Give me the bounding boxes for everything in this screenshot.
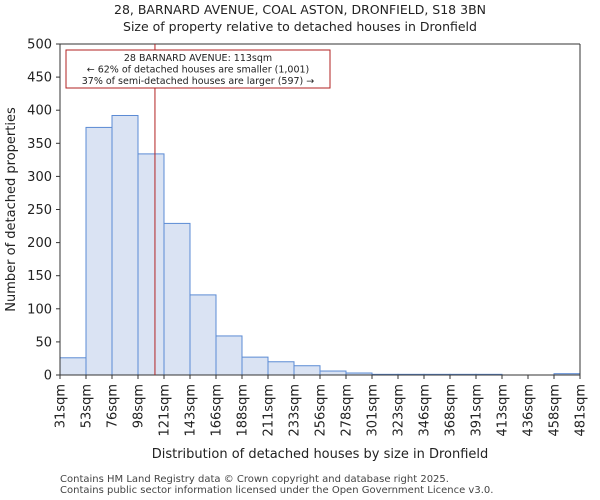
footer-copyright: Contains HM Land Registry data © Crown c… — [60, 474, 449, 485]
chart-title: Size of property relative to detached ho… — [123, 19, 477, 34]
y-tick-label: 450 — [27, 71, 52, 86]
histogram-bar — [85, 126, 113, 376]
y-tick-label: 200 — [27, 236, 52, 251]
x-axis-title: Distribution of detached houses by size … — [152, 447, 489, 462]
annotation-smaller-label: ← 62% of detached houses are smaller (1,… — [87, 65, 310, 76]
y-tick-label: 100 — [27, 302, 52, 317]
x-tick-label: 166sqm — [210, 384, 225, 437]
x-tick-label: 301sqm — [366, 384, 381, 437]
x-tick-label: 121sqm — [158, 384, 173, 437]
y-tick-label: 250 — [27, 203, 52, 218]
y-tick-label: 300 — [27, 170, 52, 185]
histogram-bar — [189, 294, 217, 376]
histogram-bar — [319, 370, 347, 376]
y-axis-title: Number of detached properties — [4, 107, 19, 312]
histogram-bar — [163, 222, 191, 376]
x-tick-label: 211sqm — [262, 384, 277, 437]
x-tick-label: 278sqm — [340, 384, 355, 437]
x-tick-label: 188sqm — [236, 384, 251, 437]
histogram-bar — [267, 361, 295, 376]
x-tick-label: 256sqm — [314, 384, 329, 437]
y-tick-label: 0 — [44, 369, 52, 384]
histogram-bar — [215, 335, 243, 376]
annotation-box — [65, 49, 331, 89]
histogram-bar — [111, 114, 139, 376]
x-tick-label: 143sqm — [184, 384, 199, 437]
x-tick-label: 413sqm — [496, 384, 511, 437]
y-tick-label: 350 — [27, 137, 52, 152]
annotation-property-label: 28 BARNARD AVENUE: 113sqm — [124, 53, 272, 64]
x-tick-label: 98sqm — [132, 384, 147, 428]
histogram-bar — [59, 357, 87, 376]
footer-licence: Contains public sector information licen… — [60, 485, 494, 496]
x-tick-label: 368sqm — [444, 384, 459, 437]
x-tick-label: 391sqm — [470, 384, 485, 437]
histogram-bar — [137, 153, 165, 376]
annotation-larger-label: 37% of semi-detached houses are larger (… — [82, 76, 315, 87]
y-tick-label: 150 — [27, 269, 52, 284]
y-tick-label: 400 — [27, 104, 52, 119]
x-tick-label: 31sqm — [54, 384, 69, 428]
x-tick-label: 458sqm — [548, 384, 563, 437]
y-tick-label: 500 — [27, 38, 52, 53]
histogram-bar — [241, 356, 269, 376]
histogram-bar — [293, 365, 321, 376]
x-tick-label: 76sqm — [106, 384, 121, 428]
chart-title-address: 28, BARNARD AVENUE, COAL ASTON, DRONFIEL… — [114, 2, 486, 17]
x-tick-label: 436sqm — [522, 384, 537, 437]
x-tick-label: 53sqm — [80, 384, 95, 428]
y-tick-label: 50 — [35, 335, 52, 350]
x-tick-label: 481sqm — [574, 384, 589, 437]
x-tick-label: 323sqm — [392, 384, 407, 437]
x-tick-label: 233sqm — [288, 384, 303, 437]
x-tick-label: 346sqm — [418, 384, 433, 437]
